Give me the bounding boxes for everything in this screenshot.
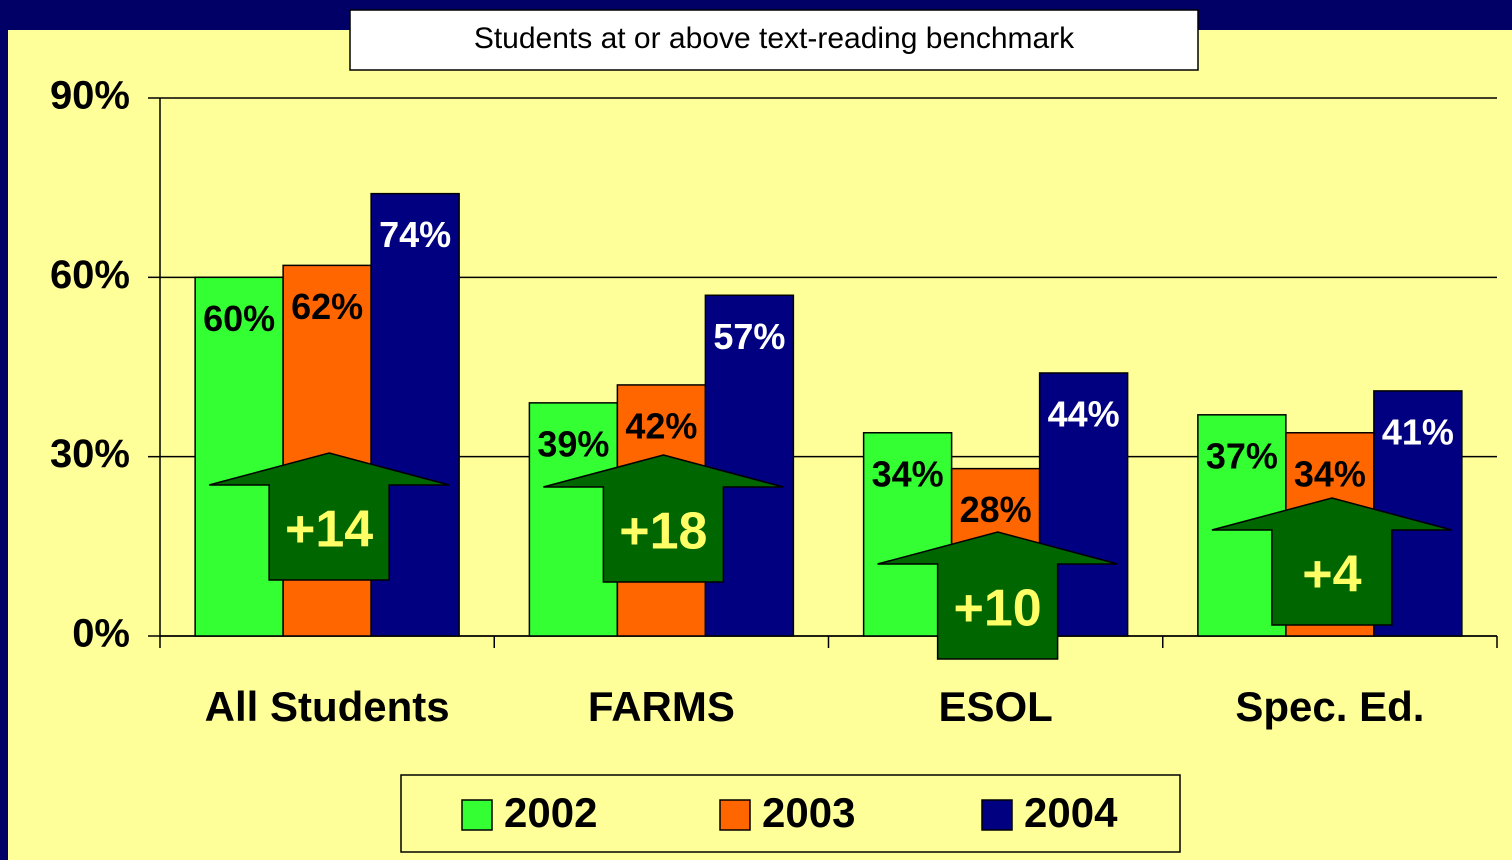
- y-tick-label: 30%: [50, 432, 130, 476]
- arrow: [877, 531, 1118, 660]
- x-tick-label: FARMS: [588, 683, 735, 730]
- annotation: +14: [285, 501, 373, 559]
- title-box: [349, 9, 1199, 71]
- value-label: 34%: [1294, 453, 1366, 494]
- value-label: 62%: [291, 286, 363, 327]
- value-label: 74%: [379, 214, 451, 255]
- legend-box: [400, 774, 1181, 853]
- value-label: 42%: [625, 405, 697, 446]
- legend-label: 2003: [762, 789, 855, 836]
- annotation: +4: [1302, 546, 1361, 604]
- chart-title: Students at or above text-reading benchm…: [474, 22, 1075, 55]
- value-label: 34%: [872, 453, 944, 494]
- legend-swatch: [719, 799, 751, 831]
- value-label: 57%: [713, 316, 785, 357]
- annotation: +10: [954, 580, 1042, 638]
- value-label: 41%: [1382, 411, 1454, 452]
- legend-swatch: [461, 799, 493, 831]
- arrow: [1211, 497, 1453, 626]
- y-tick-label: 0%: [72, 612, 130, 656]
- y-tick-label: 90%: [50, 74, 130, 118]
- legend-swatch: [981, 799, 1013, 831]
- annotation: +18: [619, 503, 707, 561]
- value-label: 39%: [537, 423, 609, 464]
- y-tick-label: 60%: [50, 253, 130, 297]
- arrow: [208, 452, 450, 581]
- arrow: [543, 454, 784, 583]
- legend-label: 2002: [504, 789, 597, 836]
- x-tick-label: All Students: [205, 683, 450, 730]
- value-label: 28%: [960, 489, 1032, 530]
- x-tick-label: ESOL: [938, 683, 1052, 730]
- value-label: 37%: [1206, 435, 1278, 476]
- value-label: 44%: [1048, 393, 1120, 434]
- legend-label: 2004: [1024, 789, 1118, 836]
- x-tick-label: Spec. Ed.: [1235, 683, 1424, 730]
- value-label: 60%: [203, 298, 275, 339]
